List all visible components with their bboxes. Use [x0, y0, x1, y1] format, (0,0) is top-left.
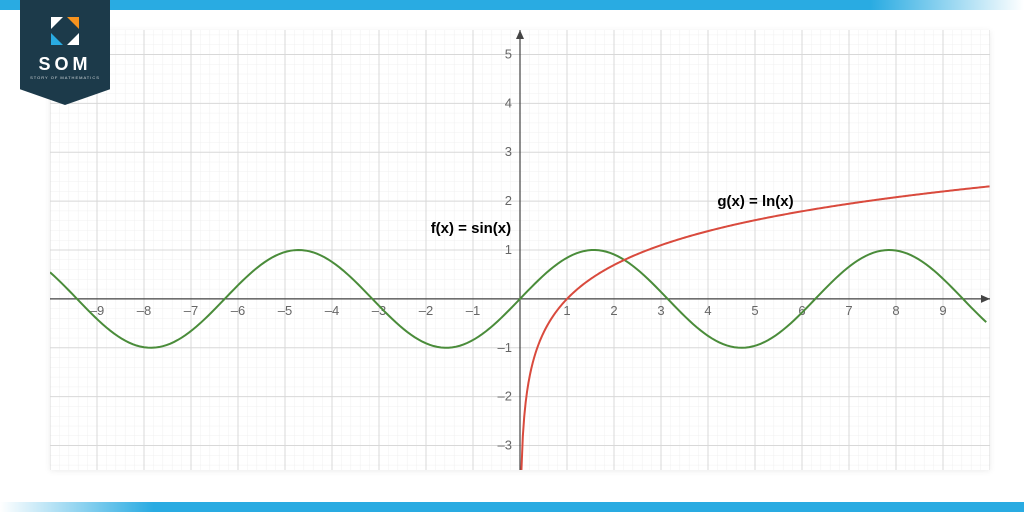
svg-text:7: 7 — [845, 303, 852, 318]
top-accent-bar — [0, 0, 1024, 10]
logo-text: SOM — [20, 54, 110, 75]
svg-text:–2: –2 — [498, 389, 512, 404]
svg-text:–1: –1 — [498, 340, 512, 355]
svg-text:–2: –2 — [419, 303, 433, 318]
svg-text:g(x) = ln(x): g(x) = ln(x) — [717, 193, 793, 210]
plot-svg: –9–8–7–6–5–4–3–2–1123456789–3–2–112345f(… — [50, 30, 990, 470]
svg-text:–8: –8 — [137, 303, 151, 318]
logo-icon — [48, 14, 82, 48]
svg-text:4: 4 — [505, 95, 512, 110]
svg-text:5: 5 — [505, 46, 512, 61]
svg-text:3: 3 — [657, 303, 664, 318]
svg-text:–4: –4 — [325, 303, 339, 318]
svg-text:1: 1 — [505, 242, 512, 257]
svg-text:–7: –7 — [184, 303, 198, 318]
logo-badge: SOM STORY OF MATHEMATICS — [20, 0, 110, 105]
svg-text:2: 2 — [505, 193, 512, 208]
svg-text:f(x) = sin(x): f(x) = sin(x) — [431, 220, 511, 237]
bottom-accent-bar — [0, 502, 1024, 512]
svg-text:8: 8 — [892, 303, 899, 318]
logo-subtitle: STORY OF MATHEMATICS — [20, 75, 110, 80]
function-plot: –9–8–7–6–5–4–3–2–1123456789–3–2–112345f(… — [50, 30, 990, 470]
svg-text:–6: –6 — [231, 303, 245, 318]
svg-text:5: 5 — [751, 303, 758, 318]
svg-text:3: 3 — [505, 144, 512, 159]
svg-text:2: 2 — [610, 303, 617, 318]
svg-text:–5: –5 — [278, 303, 292, 318]
svg-text:1: 1 — [563, 303, 570, 318]
svg-text:–9: –9 — [90, 303, 104, 318]
svg-text:–1: –1 — [466, 303, 480, 318]
svg-text:–3: –3 — [498, 438, 512, 453]
svg-text:9: 9 — [939, 303, 946, 318]
svg-text:4: 4 — [704, 303, 711, 318]
